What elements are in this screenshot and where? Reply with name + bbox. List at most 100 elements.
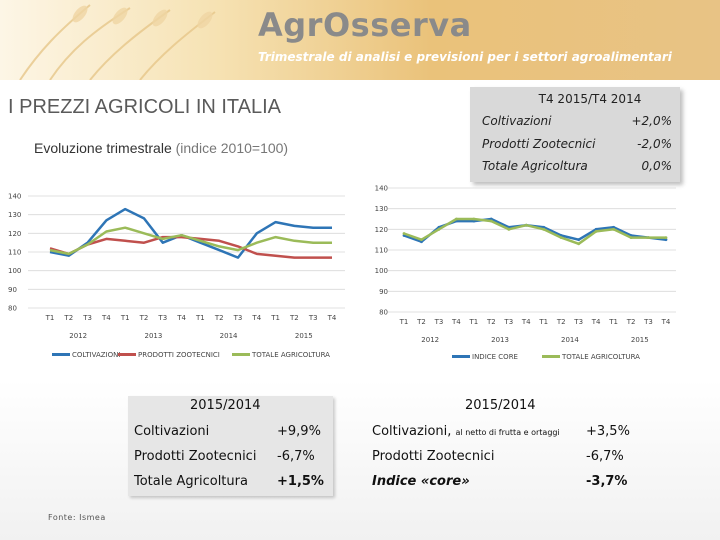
x-tick-label: T4 bbox=[327, 314, 337, 322]
x-tick-label: T1 bbox=[45, 314, 55, 322]
x-tick-label: T2 bbox=[626, 318, 636, 326]
data-point bbox=[577, 238, 581, 242]
data-point bbox=[402, 232, 406, 235]
header-band: AgrOsserva Trimestrale di analisi e prev… bbox=[0, 0, 720, 80]
logo-text: AgrOsserva bbox=[258, 6, 472, 44]
x-tick-label: T1 bbox=[468, 318, 478, 326]
data-point bbox=[559, 236, 563, 239]
x-tick-label: T3 bbox=[233, 314, 243, 322]
x-tick-label: T1 bbox=[608, 318, 618, 326]
legend-label: INDICE CORE bbox=[472, 353, 518, 361]
data-point bbox=[664, 238, 668, 242]
table-row-label: Indice «core» bbox=[372, 474, 470, 489]
data-point bbox=[489, 219, 493, 223]
x-group-label: 2015 bbox=[295, 332, 313, 340]
data-point bbox=[612, 227, 615, 231]
x-tick-label: T4 bbox=[521, 318, 531, 326]
table-row-note: al netto di frutta e ortaggi bbox=[455, 428, 560, 437]
left-table-panel bbox=[128, 396, 333, 496]
data-point bbox=[664, 236, 668, 239]
series-line bbox=[403, 217, 667, 243]
table-row-value: +9,9% bbox=[277, 424, 321, 439]
legend-label: PRODOTTI ZOOTECNICI bbox=[138, 351, 220, 359]
summary-row: Prodotti Zootecnici -2,0% bbox=[482, 137, 672, 151]
summary-row-label: Coltivazioni bbox=[482, 114, 552, 128]
y-tick-label: 110 bbox=[8, 249, 21, 257]
y-tick-label: 100 bbox=[8, 267, 21, 275]
x-tick-label: T1 bbox=[120, 314, 130, 322]
data-point bbox=[472, 217, 476, 221]
table-row-value: -6,7% bbox=[277, 449, 315, 464]
chart-subtitle: Evoluzione trimestrale (indice 2010=100) bbox=[34, 140, 288, 156]
subtitle-main: Evoluzione trimestrale bbox=[34, 140, 172, 156]
x-group-label: 2014 bbox=[561, 336, 579, 344]
y-tick-label: 130 bbox=[8, 211, 21, 219]
y-tick-label: 120 bbox=[375, 226, 388, 234]
x-tick-label: T2 bbox=[139, 314, 149, 322]
x-tick-label: T4 bbox=[661, 318, 671, 326]
x-group-label: 2015 bbox=[631, 336, 649, 344]
summary-row-value: -2,0% bbox=[637, 137, 672, 151]
x-group-label: 2013 bbox=[491, 336, 509, 344]
y-tick-label: 80 bbox=[8, 305, 17, 313]
data-point bbox=[629, 236, 633, 239]
table-row-value: +3,5% bbox=[586, 424, 630, 439]
summary-box: T4 2015/T4 2014 Coltivazioni +2,0% Prodo… bbox=[470, 87, 680, 182]
legend-label: TOTALE AGRICOLTURA bbox=[251, 351, 330, 359]
x-tick-label: T3 bbox=[643, 318, 653, 326]
prices-chart-right: 80 90 100 110 120 130 140 T1 T2 T3 T4 T1 T2 T3 T4 T1 T2 T… bbox=[375, 185, 676, 361]
x-tick-label: T1 bbox=[270, 314, 280, 322]
source-note: Fonte: Ismea bbox=[48, 513, 106, 522]
left-table-title: 2015/2014 bbox=[190, 398, 261, 413]
x-tick-label: T4 bbox=[176, 314, 186, 322]
table-row-label: Coltivazioni bbox=[134, 424, 210, 439]
wheat-icon bbox=[19, 4, 216, 80]
series-line bbox=[49, 226, 332, 256]
legend-swatch bbox=[232, 353, 250, 356]
table-row-value: +1,5% bbox=[277, 474, 324, 489]
data-point bbox=[507, 227, 511, 231]
table-row-label-text: Coltivazioni, bbox=[372, 424, 452, 439]
data-point bbox=[612, 225, 615, 229]
x-tick-label: T2 bbox=[486, 318, 496, 326]
y-tick-label: 90 bbox=[8, 286, 17, 294]
data-point bbox=[489, 217, 493, 221]
y-tick-label: 80 bbox=[379, 309, 388, 317]
summary-row: Coltivazioni +2,0% bbox=[482, 114, 672, 128]
table-row-value: -3,7% bbox=[586, 474, 628, 489]
y-tick-label: 130 bbox=[375, 205, 388, 213]
x-group-label: 2014 bbox=[220, 332, 238, 340]
subtitle-index-base: (indice 2010=100) bbox=[175, 140, 289, 156]
summary-row-label: Prodotti Zootecnici bbox=[482, 137, 596, 151]
legend-label: COLTIVAZIONI bbox=[72, 351, 120, 359]
legend-swatch bbox=[118, 353, 136, 356]
right-table-title: 2015/2014 bbox=[465, 398, 536, 413]
legend-swatch bbox=[52, 353, 70, 356]
data-point bbox=[420, 240, 423, 244]
x-tick-label: T4 bbox=[251, 314, 261, 322]
x-tick-label: T2 bbox=[214, 314, 224, 322]
x-tick-label: T4 bbox=[451, 318, 461, 326]
data-point bbox=[420, 238, 423, 242]
data-point bbox=[647, 236, 650, 239]
summary-row: Totale Agricoltura 0,0% bbox=[482, 159, 672, 173]
data-point bbox=[472, 219, 476, 223]
x-tick-label: T3 bbox=[82, 314, 92, 322]
legend-swatch bbox=[542, 355, 560, 358]
x-group-label: 2012 bbox=[421, 336, 439, 344]
x-tick-label: T2 bbox=[63, 314, 73, 322]
legend-label: TOTALE AGRICOLTURA bbox=[561, 353, 640, 361]
data-point bbox=[437, 227, 441, 231]
table-row-label: Coltivazioni, al netto di frutta e ortag… bbox=[372, 424, 560, 439]
data-point bbox=[577, 242, 581, 246]
summary-header: T4 2015/T4 2014 bbox=[538, 92, 642, 106]
table-row-label: Totale Agricoltura bbox=[134, 474, 248, 489]
x-tick-label: T3 bbox=[573, 318, 583, 326]
x-tick-label: T1 bbox=[195, 314, 205, 322]
x-tick-label: T2 bbox=[556, 318, 566, 326]
x-tick-label: T3 bbox=[308, 314, 318, 322]
table-row-value: -6,7% bbox=[586, 449, 624, 464]
x-group-label: 2013 bbox=[144, 332, 162, 340]
x-group-label: 2012 bbox=[69, 332, 87, 340]
data-point bbox=[594, 227, 598, 231]
